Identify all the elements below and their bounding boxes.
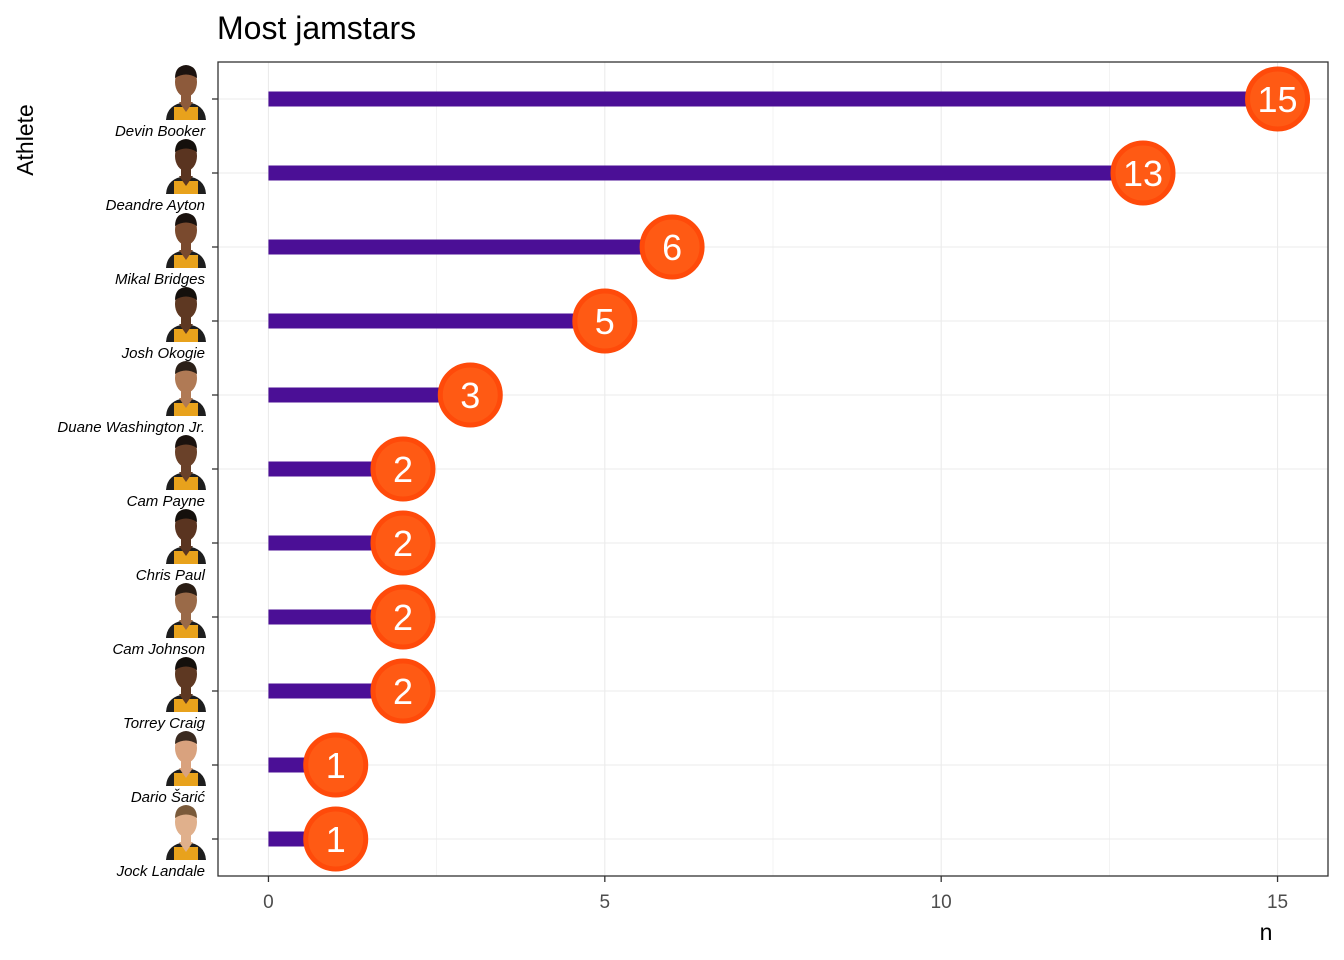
athlete-faces: Devin Booker Deandre Ayton Mikal Bridges Jo… — [57, 65, 206, 880]
point-marker — [370, 584, 436, 650]
point-label: 2 — [393, 449, 413, 490]
point-marker — [370, 510, 436, 576]
athlete-label: Devin Booker — [115, 123, 206, 140]
x-axis-title: n — [1260, 919, 1273, 945]
athlete-label: Jock Landale — [116, 863, 205, 880]
point-marker — [572, 288, 638, 354]
athlete-label: Duane Washington Jr. — [57, 419, 205, 436]
athlete-label: Torrey Craig — [123, 715, 206, 732]
athlete-face-icon — [166, 213, 206, 268]
athlete-label: Cam Payne — [127, 493, 205, 510]
point-marker — [437, 362, 503, 428]
athlete-face-icon — [166, 65, 206, 120]
point-label: 3 — [460, 375, 480, 416]
athlete-label: Mikal Bridges — [115, 271, 206, 288]
y-axis-title: Athlete — [12, 104, 38, 176]
point-label: 2 — [393, 671, 413, 712]
athlete-face-icon — [166, 731, 206, 786]
x-tick-label: 15 — [1267, 892, 1288, 913]
athlete-face-icon — [166, 287, 206, 342]
athlete-face-icon — [166, 435, 206, 490]
athlete-face-icon — [166, 805, 206, 860]
athlete-face-icon — [166, 509, 206, 564]
point-label: 2 — [393, 597, 413, 638]
points: 15 13 6 5 3 2 2 2 2 1 1 — [303, 66, 1311, 872]
point-marker — [303, 732, 369, 798]
axis-ticks: 0 5 10 15 — [212, 98, 1288, 913]
point-marker — [370, 658, 436, 724]
panel-border — [217, 61, 1329, 877]
point-label: 13 — [1123, 153, 1163, 194]
athlete-label: Dario Šarić — [131, 789, 206, 806]
x-tick-label: 10 — [931, 892, 952, 913]
athlete-label: Deandre Ayton — [106, 197, 205, 214]
x-tick-label: 5 — [600, 892, 611, 913]
point-label: 2 — [393, 523, 413, 564]
x-tick-label: 0 — [263, 892, 274, 913]
point-marker — [1245, 66, 1311, 132]
point-label: 1 — [326, 745, 346, 786]
point-marker — [370, 436, 436, 502]
athlete-face-icon — [166, 657, 206, 712]
point-marker — [1110, 140, 1176, 206]
point-label: 6 — [662, 227, 682, 268]
athlete-label: Cam Johnson — [112, 641, 205, 658]
point-marker — [303, 806, 369, 872]
point-label: 15 — [1258, 79, 1298, 120]
chart-title: Most jamstars — [217, 10, 416, 46]
point-label: 5 — [595, 301, 615, 342]
athlete-face-icon — [166, 139, 206, 194]
athlete-face-icon — [166, 583, 206, 638]
athlete-label: Chris Paul — [136, 567, 206, 584]
athlete-label: Josh Okogie — [121, 345, 205, 362]
athlete-face-icon — [166, 361, 206, 416]
point-label: 1 — [326, 819, 346, 860]
point-marker — [639, 214, 705, 280]
